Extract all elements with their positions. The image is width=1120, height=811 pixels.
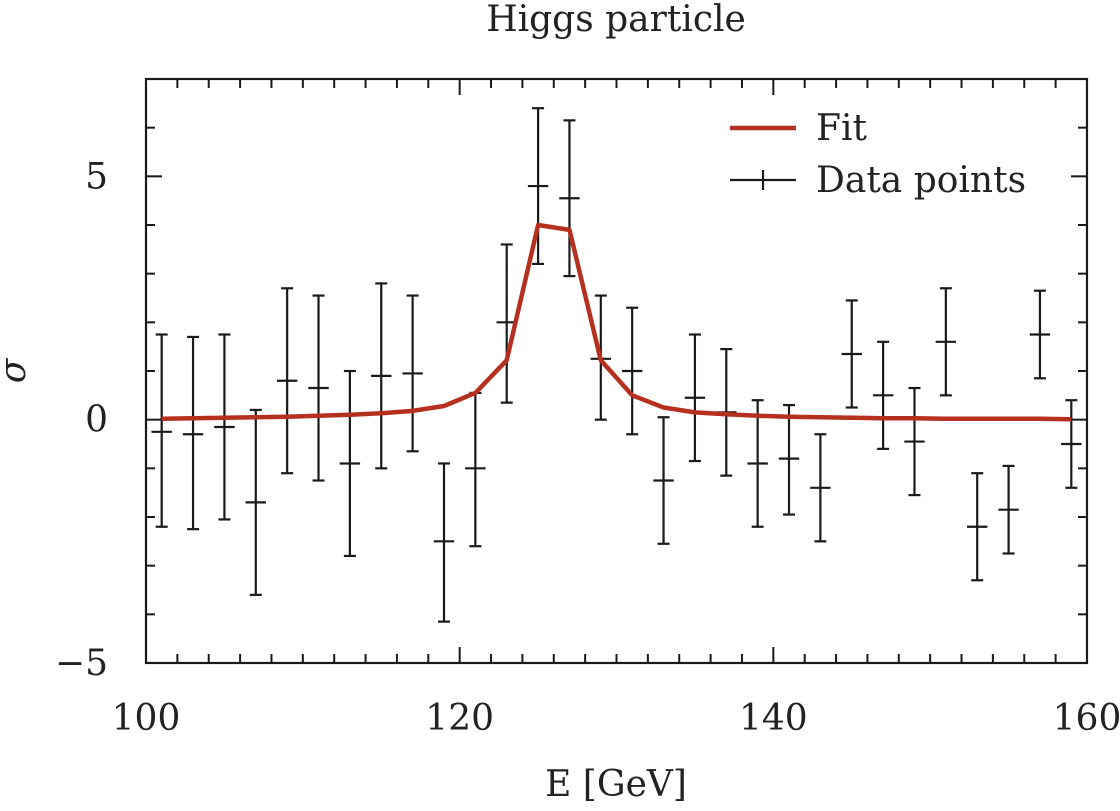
data-point bbox=[402, 294, 423, 453]
y-tick-label: −5 bbox=[55, 643, 108, 684]
x-tick-label: 100 bbox=[112, 698, 181, 739]
data-point bbox=[684, 333, 706, 463]
data-point bbox=[339, 369, 361, 558]
data-points-series bbox=[151, 107, 1082, 623]
data-point bbox=[967, 472, 988, 582]
x-tick-label: 160 bbox=[1053, 698, 1120, 739]
data-point bbox=[935, 287, 957, 397]
y-tick-label: 0 bbox=[85, 400, 108, 441]
data-point bbox=[904, 386, 925, 497]
data-point bbox=[151, 333, 172, 528]
data-point bbox=[1061, 399, 1082, 489]
data-point bbox=[841, 299, 862, 409]
data-point bbox=[465, 391, 486, 548]
data-point bbox=[527, 107, 549, 266]
data-point bbox=[621, 306, 643, 436]
data-point bbox=[371, 282, 392, 470]
y-axis-label: σ bbox=[0, 357, 34, 383]
data-point bbox=[276, 287, 298, 475]
tick-labels: 100 120 140 160 −5 0 5 bbox=[55, 156, 1120, 739]
data-point bbox=[1029, 289, 1051, 380]
data-point bbox=[998, 464, 1019, 555]
data-point bbox=[747, 399, 768, 528]
plot-frame bbox=[144, 77, 1089, 665]
data-point bbox=[433, 462, 455, 623]
legend: Fit Data points bbox=[730, 108, 1026, 201]
chart-title: Higgs particle bbox=[486, 0, 746, 40]
x-tick-label: 120 bbox=[425, 698, 494, 739]
axis-ticks bbox=[146, 79, 1087, 663]
x-tick-label: 140 bbox=[739, 698, 808, 739]
data-point bbox=[810, 433, 831, 543]
legend-fit-label: Fit bbox=[816, 108, 867, 149]
x-axis-label: E [GeV] bbox=[545, 764, 687, 805]
data-point bbox=[245, 408, 266, 596]
y-tick-label: 5 bbox=[85, 156, 108, 197]
data-point bbox=[182, 335, 204, 531]
data-point bbox=[872, 340, 894, 450]
data-point bbox=[559, 119, 580, 278]
data-point bbox=[778, 403, 800, 516]
data-point bbox=[308, 294, 329, 482]
fit-line bbox=[161, 222, 1072, 422]
data-point bbox=[214, 333, 235, 521]
legend-data-label: Data points bbox=[816, 160, 1026, 201]
data-point bbox=[653, 416, 674, 545]
